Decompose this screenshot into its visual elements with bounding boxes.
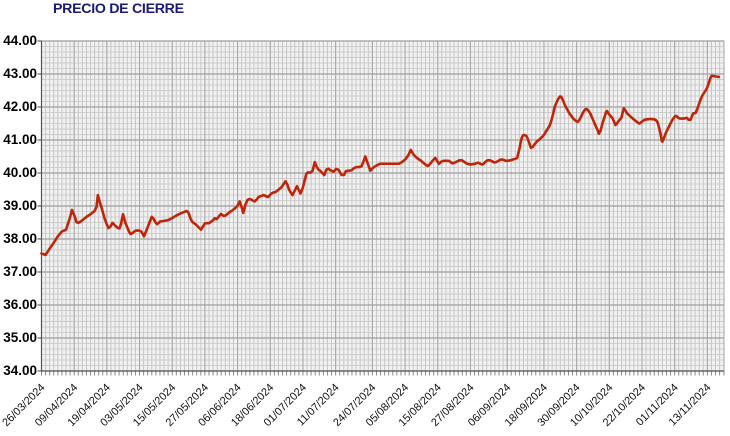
svg-text:34.00: 34.00 (3, 363, 37, 378)
svg-text:43.00: 43.00 (3, 66, 37, 81)
svg-text:38.00: 38.00 (3, 231, 37, 246)
svg-text:39.00: 39.00 (3, 198, 37, 213)
svg-text:41.00: 41.00 (3, 132, 37, 147)
svg-text:40.00: 40.00 (3, 165, 37, 180)
svg-text:42.00: 42.00 (3, 99, 37, 114)
svg-text:PRECIO DE CIERRE: PRECIO DE CIERRE (53, 1, 184, 17)
svg-text:37.00: 37.00 (3, 264, 37, 279)
svg-text:36.00: 36.00 (3, 297, 37, 312)
svg-text:35.00: 35.00 (3, 330, 37, 345)
svg-text:44.00: 44.00 (3, 33, 37, 48)
